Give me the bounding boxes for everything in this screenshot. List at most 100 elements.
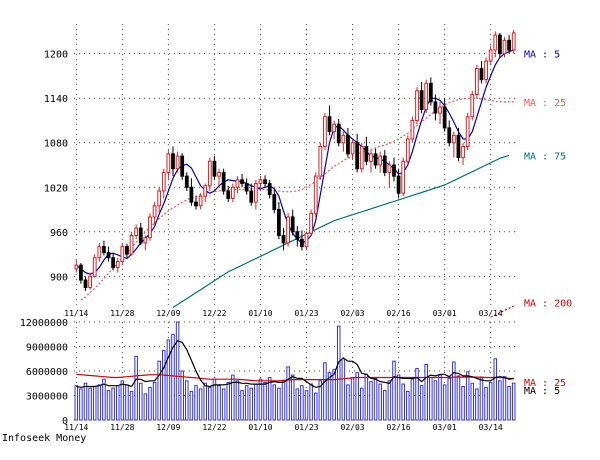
date-tick-label: 03/14 [479, 423, 503, 432]
candle [415, 87, 419, 125]
candle-body [290, 216, 295, 233]
candle-body [111, 257, 116, 268]
candle-body [419, 90, 424, 110]
candle-body [74, 264, 79, 270]
candle [304, 231, 309, 251]
candle [281, 228, 286, 251]
volume-tick-label: 9000000 [26, 343, 68, 354]
volume-bar [208, 386, 212, 421]
candle [161, 168, 166, 199]
volume-bar [120, 380, 125, 421]
candle-body [129, 235, 134, 255]
candle-body [120, 246, 125, 262]
volume-bar [447, 377, 452, 421]
volume-bar [429, 377, 433, 421]
volume-bar [336, 325, 341, 421]
volume-bar [240, 390, 244, 421]
candle [258, 176, 263, 191]
volume-bar [507, 386, 511, 421]
volume-bar [194, 385, 198, 421]
candle [221, 168, 226, 195]
volume-bar [364, 373, 369, 421]
candle-body [272, 194, 277, 211]
candle-body [263, 179, 267, 185]
candle-body [484, 60, 488, 81]
candle [83, 276, 88, 292]
volume-bar [88, 387, 92, 421]
candle [111, 252, 116, 271]
candle-body [115, 260, 120, 268]
candle-body [235, 179, 240, 188]
candle-body [415, 90, 419, 121]
candle [341, 131, 346, 152]
price-tick-label: 960 [50, 228, 68, 239]
volume-bar [511, 382, 516, 421]
candle-body [396, 175, 401, 194]
volume-bar [318, 380, 323, 421]
price-axis: 900 960 1020 1080 1140 1200 [44, 50, 68, 284]
candle [313, 172, 318, 217]
candle-body [249, 190, 254, 203]
date-tick-label: 11/14 [64, 309, 88, 318]
candle [461, 142, 465, 165]
price-tick-label: 1020 [44, 183, 68, 194]
volume-bar [171, 333, 175, 421]
candle [129, 231, 134, 256]
candle-body [323, 116, 327, 147]
volume-bar [424, 363, 428, 421]
candle-body [175, 155, 180, 170]
candle-body [189, 186, 194, 203]
candle [102, 240, 106, 256]
date-tick-label: 02/03 [341, 423, 365, 432]
candle-body [253, 183, 258, 203]
candle-body [392, 164, 396, 177]
volume-bar [295, 388, 300, 421]
date-tick-label: 12/09 [156, 423, 180, 432]
candle-body [424, 82, 429, 110]
volume-bar [488, 381, 493, 421]
candle [419, 81, 424, 114]
volume-bar [235, 380, 240, 421]
candle [479, 61, 484, 84]
candle-body [102, 246, 106, 254]
candle-body [474, 68, 479, 95]
candle-body [148, 216, 152, 239]
candle [207, 157, 212, 191]
date-tick-label: 03/14 [479, 309, 503, 318]
candle [120, 242, 125, 266]
volume-bar [304, 390, 309, 421]
candle-body [382, 155, 387, 173]
candle-body [364, 145, 369, 162]
candle-body [171, 153, 175, 170]
candle-body [166, 153, 171, 173]
volume-bar [175, 321, 180, 421]
volume-bar [332, 368, 336, 421]
candlesticks [74, 29, 516, 292]
volume-bar [92, 386, 97, 421]
candle-body [456, 134, 461, 159]
candle [92, 254, 97, 278]
candle-body [433, 101, 438, 114]
volume-bar [267, 377, 272, 421]
volume-bar [323, 362, 327, 421]
volume-bar [502, 376, 507, 421]
candle-body [203, 185, 208, 197]
date-tick-label: 12/22 [202, 309, 226, 318]
candle [346, 127, 350, 158]
candle-body [373, 153, 378, 166]
volume-legend-label: MA : 25 [524, 378, 566, 389]
candle [286, 213, 290, 247]
volume-bars [74, 321, 516, 421]
volume-date-axis: 11/14 11/28 12/09 12/22 01/10 01/23 02/03 02/16… [64, 423, 503, 432]
volume-bar [281, 380, 286, 421]
candle [502, 37, 507, 58]
volume-bar [286, 366, 290, 421]
candle-body [336, 123, 341, 144]
volume-bar [272, 384, 277, 421]
candle [300, 230, 304, 251]
candle [442, 98, 447, 132]
volume-bar [102, 378, 106, 421]
candle-body [470, 94, 475, 118]
candle [79, 262, 83, 284]
candle [171, 146, 175, 177]
